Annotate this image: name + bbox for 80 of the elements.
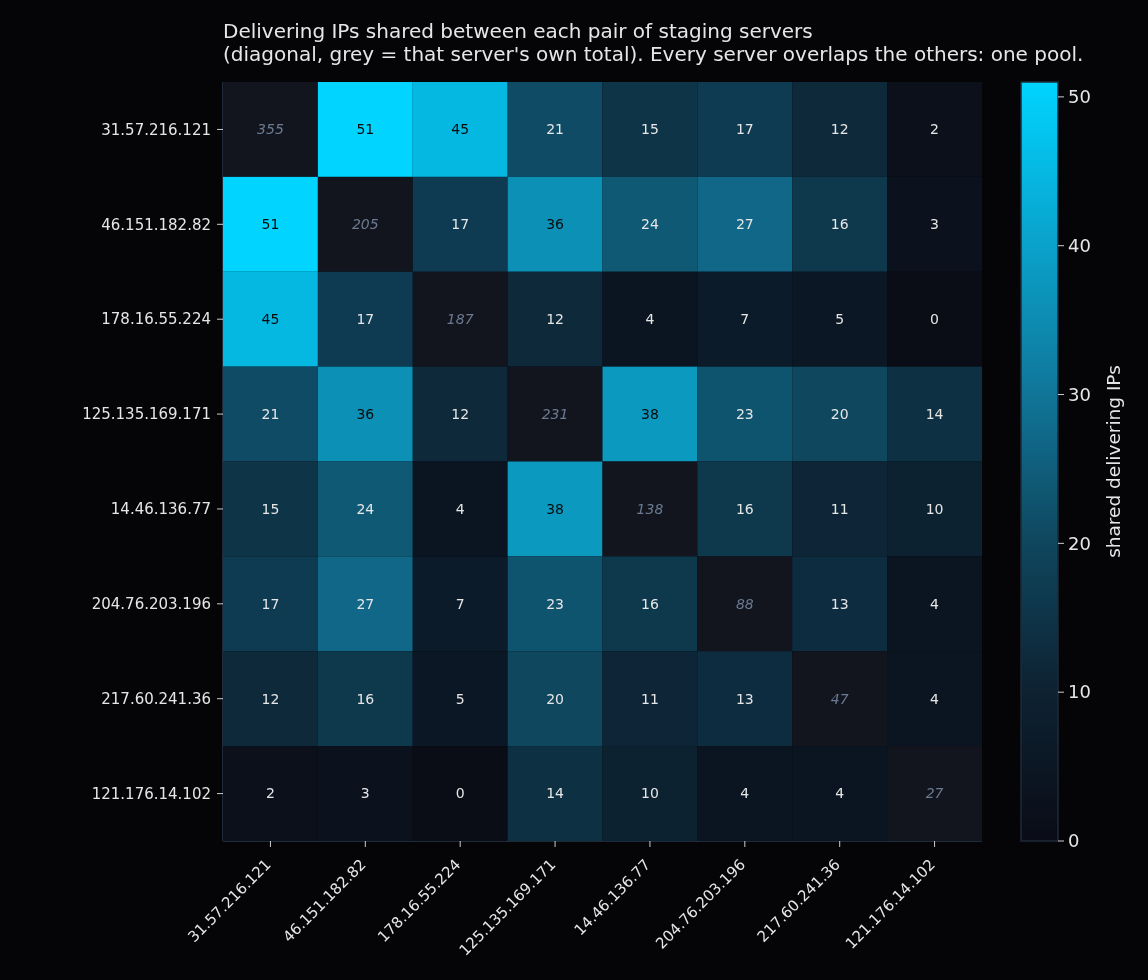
data-label: 14 [925,405,944,422]
data-label: 23 [735,405,754,422]
data-label: 16 [356,690,375,707]
data-label: 12 [451,405,470,422]
data-label: 10 [641,785,659,802]
y-tick-label: 46.151.182.82 [101,215,211,234]
data-label: 2 [930,121,940,138]
text: 47 [830,690,849,707]
y-tick-label: 204.76.203.196 [91,595,211,614]
data-label: 4 [740,785,750,802]
text: 88 [735,595,754,612]
data-label: 4 [645,311,655,328]
data-label: 5 [835,311,845,328]
y-tick-label: 125.135.169.171 [82,405,211,424]
y-tick-label: 178.16.55.224 [101,310,211,329]
data-label: 24 [356,500,375,517]
text: 187 [446,311,474,328]
color-bar-label: 40 [1068,235,1091,257]
data-label: 27 [356,595,375,612]
data-label: 16 [735,500,754,517]
data-label: 27 [735,216,754,233]
data-label: 2 [265,785,275,802]
data-label: 15 [641,121,659,138]
data-label: 13 [830,595,849,612]
color-bar-label: 30 [1068,383,1091,405]
data-label: 36 [546,216,565,233]
color-bar-label: 20 [1068,532,1091,554]
data-label: 38 [641,405,659,422]
data-label: 16 [641,595,659,612]
data-label: 3 [360,785,370,802]
data-label: 17 [261,595,280,612]
data-label: 17 [451,216,470,233]
text: 138 [636,500,664,517]
y-tick-label: 217.60.241.36 [101,689,211,708]
data-label: 0 [930,311,940,328]
text: 27 [925,785,944,802]
data-label: 16 [830,216,849,233]
data-label: 7 [740,311,750,328]
y-tick-label: 121.176.14.102 [91,784,211,803]
data-label: 4 [930,595,940,612]
text: 205 [351,216,379,233]
data-label: 7 [455,595,465,612]
data-label: 12 [546,311,564,328]
chart-title: Delivering IPs shared between each pair of staging servers (diagonal, grey = that server's own total). Every server overlaps the others: one pool. [223,19,1084,66]
y-tick-label: 31.57.216.121 [101,120,211,139]
data-label: 10 [925,500,944,517]
data-label: 13 [735,690,754,707]
data-label: 23 [546,595,564,612]
data-label: 4 [835,785,845,802]
color-bar-label: 0 [1068,830,1080,852]
data-label: 4 [930,690,940,707]
data-label: 21 [546,121,564,138]
data-label: 0 [455,785,465,802]
data-label: 20 [546,690,564,707]
color-bar-label: 50 [1068,86,1091,108]
data-label: 45 [451,121,470,138]
color-bar-label: 10 [1068,681,1091,703]
data-label: 36 [356,405,375,422]
data-label: 5 [455,690,465,707]
data-label: 12 [261,690,280,707]
data-label: 11 [830,500,849,517]
color-bar-title: shared delivering IPs [1103,365,1125,558]
text: 355 [257,121,284,138]
data-label: 24 [641,216,659,233]
data-label: 14 [546,785,565,802]
data-label: 4 [455,500,465,517]
data-label: 15 [261,500,280,517]
data-label: 51 [356,121,375,138]
text: 231 [541,405,569,422]
y-tick-label: 14.46.136.77 [110,500,211,519]
data-label: 17 [735,121,754,138]
data-label: 11 [641,690,659,707]
data-label: 17 [356,311,375,328]
data-label: 3 [930,216,940,233]
data-label: 51 [261,216,280,233]
data-label: 20 [830,405,849,422]
data-label: 38 [546,500,564,517]
data-label: 21 [261,405,280,422]
data-label: 12 [830,121,849,138]
data-label: 45 [261,311,280,328]
